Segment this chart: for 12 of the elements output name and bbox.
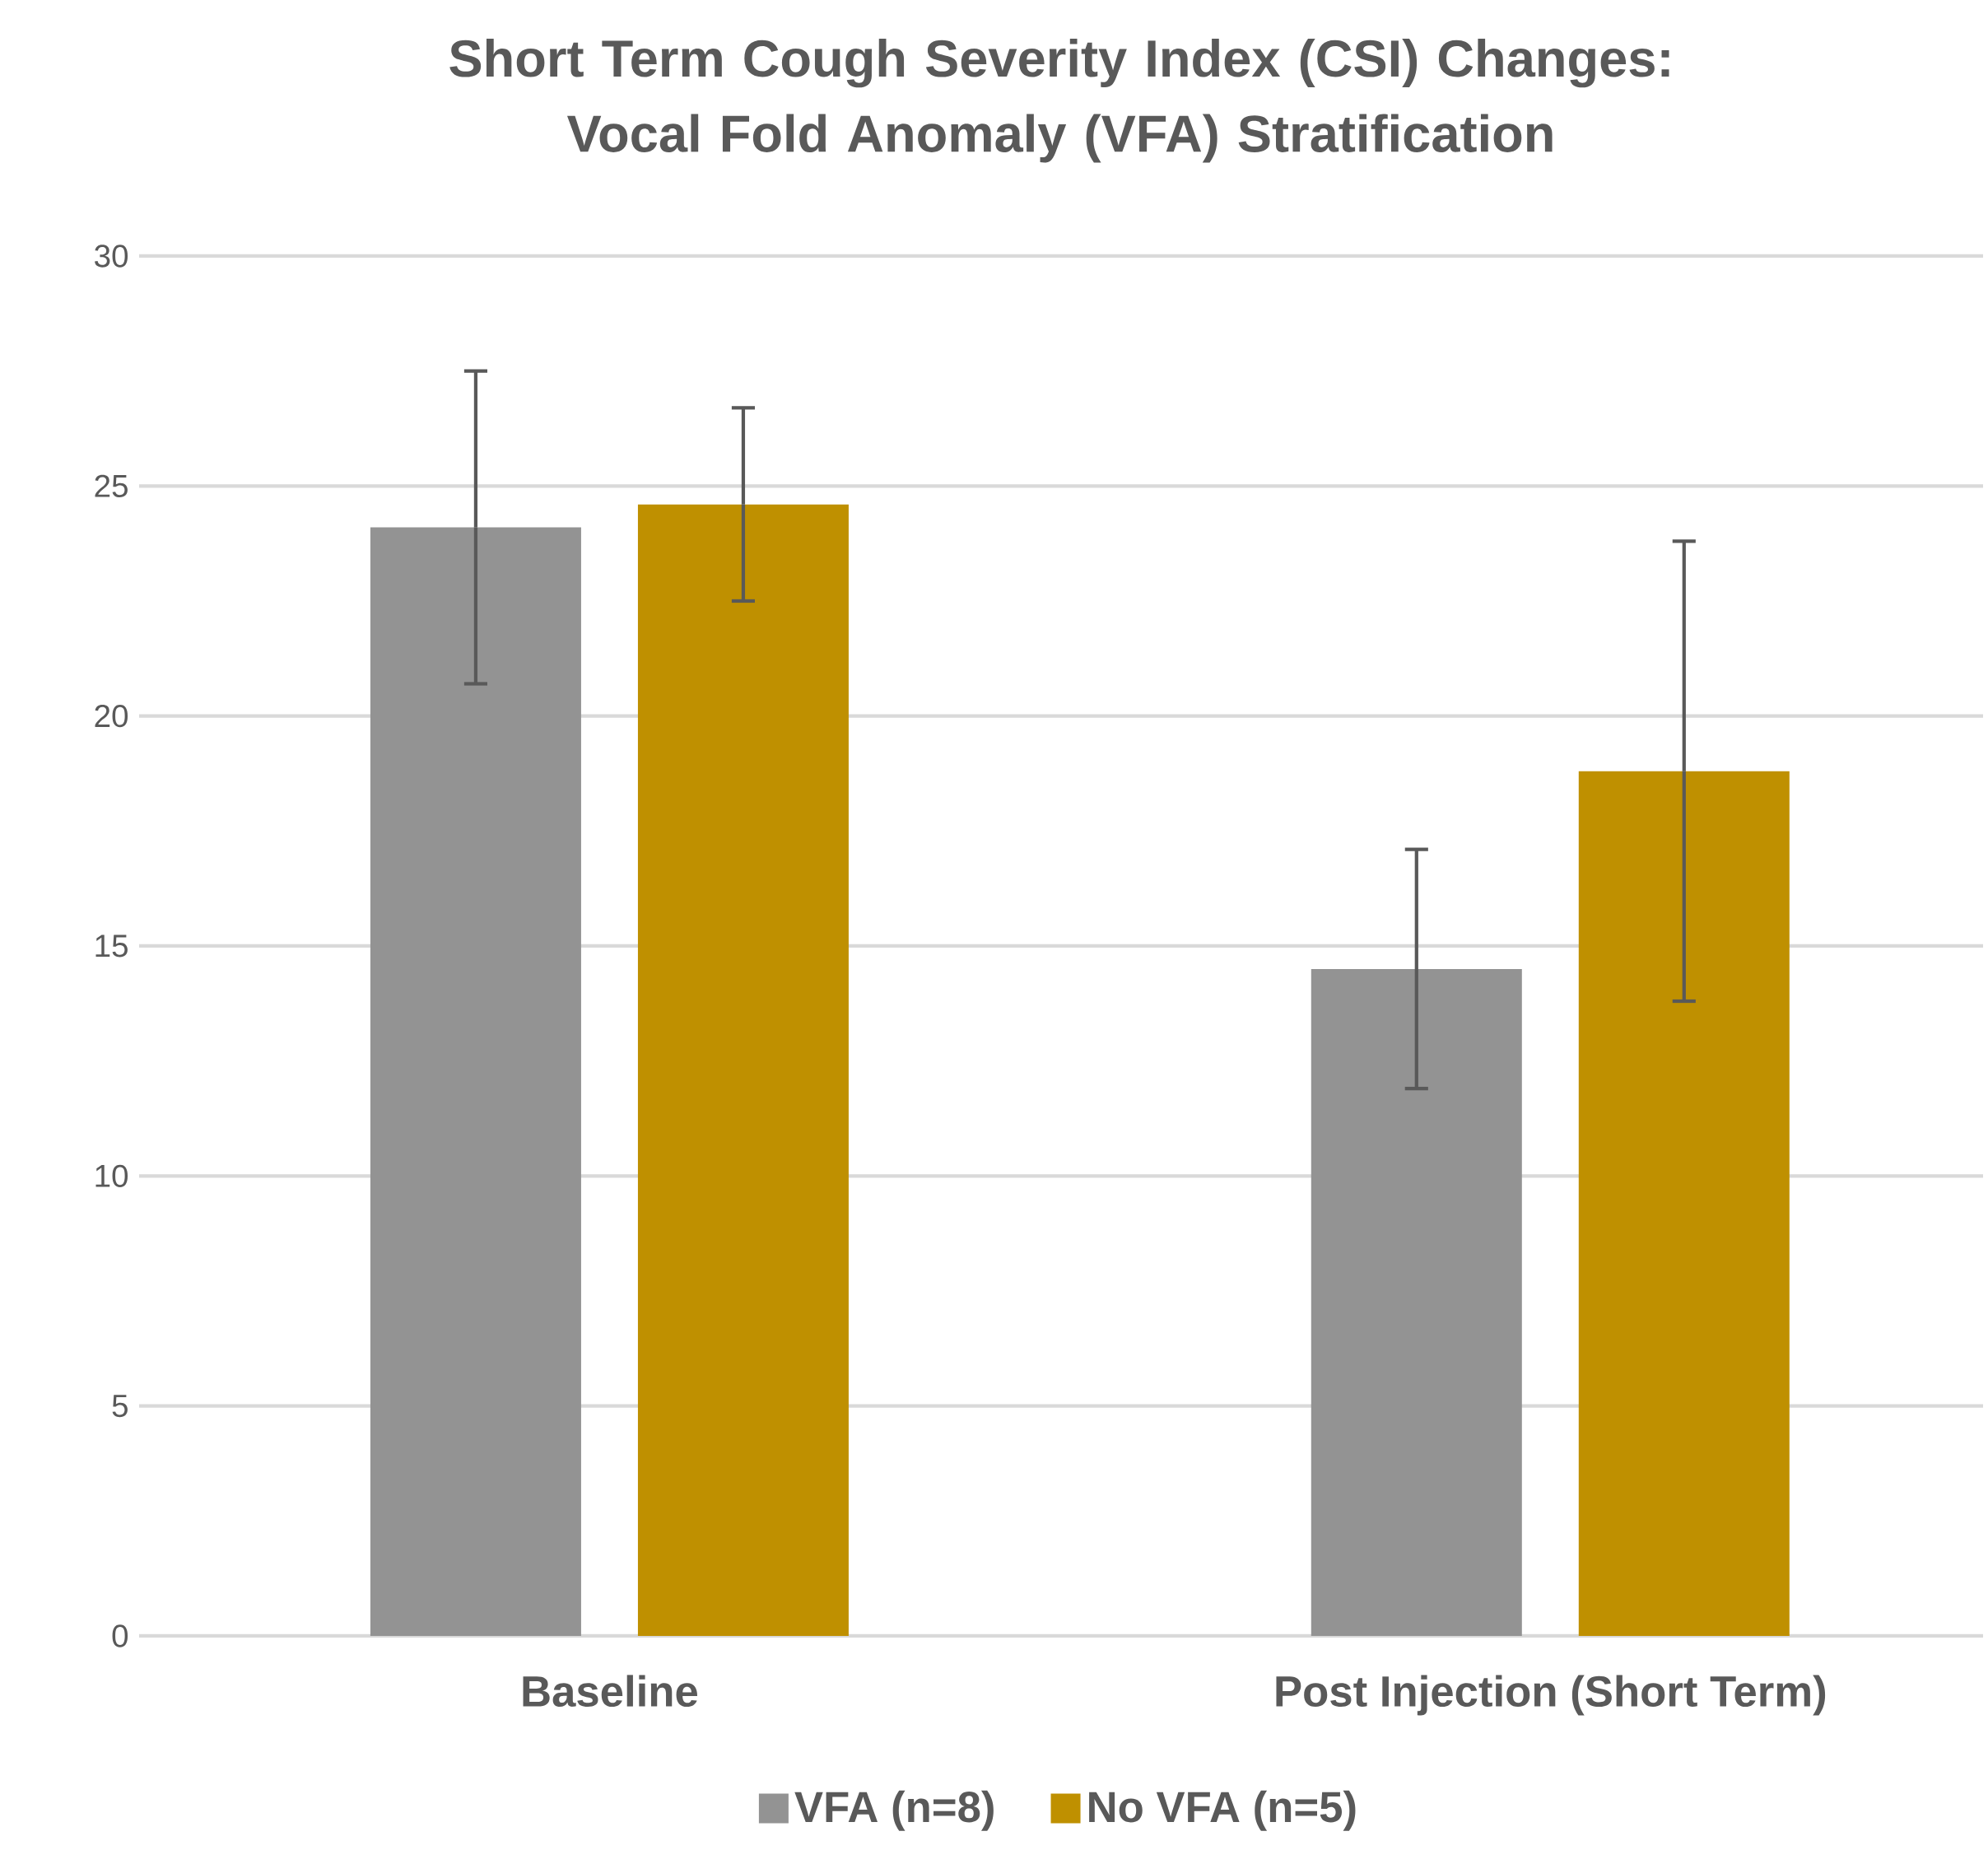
legend-label: No VFA (n=5) <box>1089 1790 1356 1831</box>
y-tick-label: 20 <box>95 705 128 728</box>
x-tick-label: Post Injection (Short Term) <box>1276 1675 1826 1716</box>
y-tick-label: 0 <box>112 1624 128 1647</box>
chart-title: Short Term Cough Severity Index (CSI) Changes: Vocal Fold Anomaly (VFA) Stratification <box>449 39 1669 163</box>
y-tick-label: 5 <box>112 1395 128 1418</box>
y-tick-label: 10 <box>95 1164 128 1188</box>
y-tick-label: 15 <box>95 934 128 958</box>
y-tick-label: 30 <box>95 245 128 268</box>
legend-label: VFA (n=8) <box>794 1790 994 1831</box>
y-tick-label: 25 <box>95 474 128 498</box>
x-tick-label: Baseline <box>523 1675 698 1708</box>
